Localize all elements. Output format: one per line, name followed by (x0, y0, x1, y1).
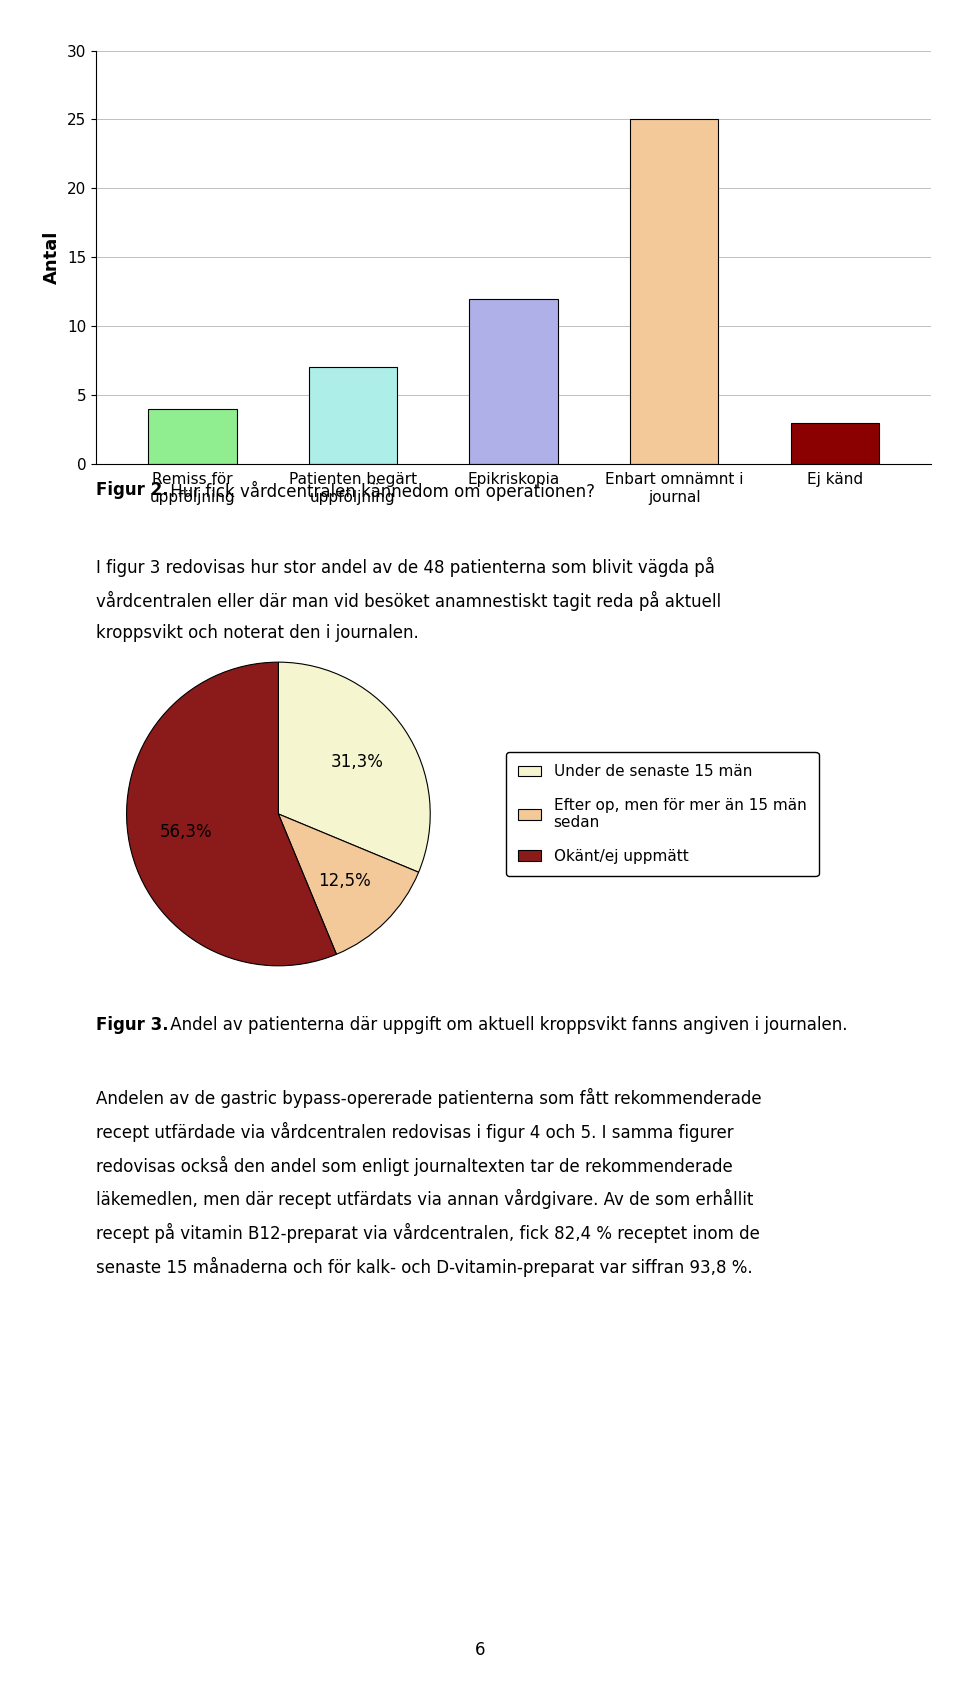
Text: senaste 15 månaderna och för kalk- och D-vitamin-preparat var siffran 93,8 %.: senaste 15 månaderna och för kalk- och D… (96, 1257, 753, 1277)
Wedge shape (278, 663, 430, 872)
Text: recept utfärdade via vårdcentralen redovisas i figur 4 och 5. I samma figurer: recept utfärdade via vårdcentralen redov… (96, 1122, 733, 1142)
Text: Figur 3.: Figur 3. (96, 1016, 169, 1034)
Text: recept på vitamin B12-preparat via vårdcentralen, fick 82,4 % receptet inom de: recept på vitamin B12-preparat via vårdc… (96, 1223, 760, 1243)
Text: 6: 6 (475, 1641, 485, 1658)
Wedge shape (127, 663, 336, 965)
Bar (469, 299, 558, 464)
Text: 56,3%: 56,3% (159, 823, 212, 842)
Text: Figur 2.: Figur 2. (96, 481, 169, 499)
Text: kroppsvikt och noterat den i journalen.: kroppsvikt och noterat den i journalen. (96, 624, 419, 643)
Y-axis label: Antal: Antal (43, 231, 61, 283)
Bar (630, 120, 718, 464)
Text: I figur 3 redovisas hur stor andel av de 48 patienterna som blivit vägda på: I figur 3 redovisas hur stor andel av de… (96, 557, 715, 577)
Legend: Under de senaste 15 män, Efter op, men för mer än 15 män
sedan, Okänt/ej uppmätt: Under de senaste 15 män, Efter op, men f… (506, 752, 819, 876)
Text: Andel av patienterna där uppgift om aktuell kroppsvikt fanns angiven i journalen: Andel av patienterna där uppgift om aktu… (165, 1016, 848, 1034)
Text: redovisas också den andel som enligt journaltexten tar de rekommenderade: redovisas också den andel som enligt jou… (96, 1156, 732, 1176)
Bar (309, 368, 397, 464)
Bar (791, 423, 879, 464)
Text: 31,3%: 31,3% (330, 752, 383, 771)
Text: vårdcentralen eller där man vid besöket anamnestiskt tagit reda på aktuell: vårdcentralen eller där man vid besöket … (96, 590, 721, 611)
Text: 12,5%: 12,5% (319, 872, 372, 889)
Wedge shape (278, 815, 419, 955)
Bar (148, 408, 236, 464)
Text: Hur fick vårdcentralen kännedom om operationen?: Hur fick vårdcentralen kännedom om opera… (165, 481, 595, 501)
Text: Andelen av de gastric bypass-opererade patienterna som fått rekommenderade: Andelen av de gastric bypass-opererade p… (96, 1088, 761, 1108)
Text: läkemedlen, men där recept utfärdats via annan vårdgivare. Av de som erhållit: läkemedlen, men där recept utfärdats via… (96, 1189, 754, 1210)
